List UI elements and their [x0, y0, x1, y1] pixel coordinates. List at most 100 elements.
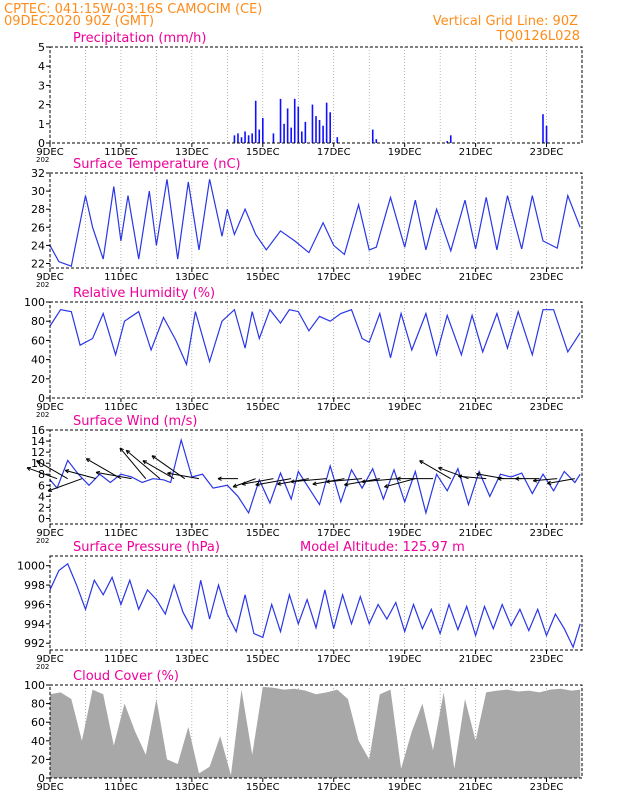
y-tick-label: 60: [31, 334, 45, 347]
x-tick-label: 15DEC: [246, 782, 280, 793]
precip-bar: [326, 103, 328, 143]
precip-bar: [305, 122, 307, 143]
y-tick-label: 28: [31, 203, 45, 216]
panel-title: Surface Wind (m/s): [73, 414, 197, 429]
precip-bar: [258, 130, 260, 143]
precip-bar: [287, 108, 289, 143]
y-tick-label: 20: [31, 753, 45, 766]
wind-arrow: [218, 477, 238, 480]
x-tick-label: 15DEC: [246, 528, 280, 539]
x-tick-label: 11DEC: [104, 272, 138, 283]
y-tick-label: 1: [38, 118, 45, 131]
x-tick-label: 11DEC: [104, 402, 138, 413]
precip-bar: [255, 101, 257, 143]
x-tick-label: 23DEC: [530, 654, 564, 665]
precip-bar: [312, 105, 314, 143]
wind-arrow: [533, 479, 557, 483]
temperature-line: [50, 179, 580, 266]
precip-bar: [290, 128, 292, 143]
wind-arrow: [48, 479, 82, 492]
y-tick-label: 3: [38, 79, 45, 92]
precip-bar: [273, 133, 275, 143]
precip-bar: [297, 107, 299, 143]
header-model: TQ0126L028: [496, 29, 580, 44]
wind-arrow: [126, 450, 160, 478]
x-tick-label: 23DEC: [530, 782, 564, 793]
panel-title: Surface Pressure (hPa): [73, 540, 220, 555]
x-tick-label: 19DEC: [388, 272, 422, 283]
x-tick-label: 13DEC: [175, 782, 209, 793]
x-tick-label: 21DEC: [459, 147, 493, 158]
y-tick-label: 12: [31, 446, 45, 459]
x-tick-label: 19DEC: [388, 402, 422, 413]
humidity-line: [50, 310, 580, 365]
x-tick-label: 13DEC: [175, 528, 209, 539]
precip-bar: [251, 133, 253, 143]
x-tick-label: 21DEC: [459, 654, 493, 665]
y-tick-label: 2: [38, 99, 45, 112]
precip-bar: [301, 131, 303, 143]
x-tick-label: 19DEC: [388, 528, 422, 539]
x-tick-label: 23DEC: [530, 528, 564, 539]
precip-bar: [283, 124, 285, 143]
x-tick-label: 13DEC: [175, 654, 209, 665]
precip-bar: [336, 137, 338, 143]
header-grid-info: Vertical Grid Line: 90Z: [433, 14, 578, 29]
x-tick-label: 11DEC: [104, 528, 138, 539]
y-tick-label: 30: [31, 185, 45, 198]
precip-bar: [372, 130, 374, 143]
y-tick-label: 4: [38, 490, 45, 503]
precip-bar: [329, 112, 331, 143]
panel-frame: [50, 302, 582, 398]
panel-title: Relative Humidity (%): [73, 286, 215, 301]
wind-arrow: [458, 475, 486, 479]
pressure-line: [50, 564, 580, 647]
cloud-cover-area: [50, 687, 580, 778]
x-tick-label: 23DEC: [530, 402, 564, 413]
header-date: 09DEC2020 90Z (GMT): [4, 14, 154, 29]
panel-title: Surface Temperature (nC): [73, 157, 241, 172]
wind-arrow: [420, 461, 451, 479]
precip-bar: [546, 126, 548, 143]
x-tick-label: 21DEC: [459, 528, 493, 539]
y-tick-label: 26: [31, 221, 45, 234]
precip-bar: [237, 133, 239, 143]
y-tick-label: 22: [31, 257, 45, 270]
y-tick-label: 992: [24, 637, 45, 650]
y-tick-label: 24: [31, 239, 45, 252]
y-tick-label: 100: [24, 296, 45, 309]
y-tick-label: 80: [31, 315, 45, 328]
precip-bar: [322, 126, 324, 143]
precip-bar: [319, 120, 321, 143]
x-year-fragment: 202: [36, 537, 49, 545]
y-tick-label: 994: [24, 618, 45, 631]
x-tick-label: 19DEC: [388, 654, 422, 665]
y-tick-label: 1000: [17, 560, 45, 573]
y-tick-label: 5: [38, 41, 45, 54]
x-tick-label: 17DEC: [317, 272, 351, 283]
x-tick-label: 17DEC: [317, 528, 351, 539]
x-tick-label: 15DEC: [246, 654, 280, 665]
x-tick-label: 9DEC: [36, 782, 63, 793]
precip-bar: [234, 135, 236, 143]
precip-bar: [244, 131, 246, 143]
y-tick-label: 80: [31, 698, 45, 711]
x-tick-label: 17DEC: [317, 402, 351, 413]
y-tick-label: 998: [24, 579, 45, 592]
x-tick-label: 23DEC: [530, 272, 564, 283]
y-tick-label: 4: [38, 60, 45, 73]
x-tick-label: 17DEC: [317, 654, 351, 665]
y-tick-label: 14: [31, 435, 45, 448]
x-year-fragment: 202: [36, 411, 49, 419]
precip-bar: [542, 114, 544, 143]
x-tick-label: 15DEC: [246, 402, 280, 413]
x-tick-label: 15DEC: [246, 147, 280, 158]
y-tick-label: 40: [31, 735, 45, 748]
